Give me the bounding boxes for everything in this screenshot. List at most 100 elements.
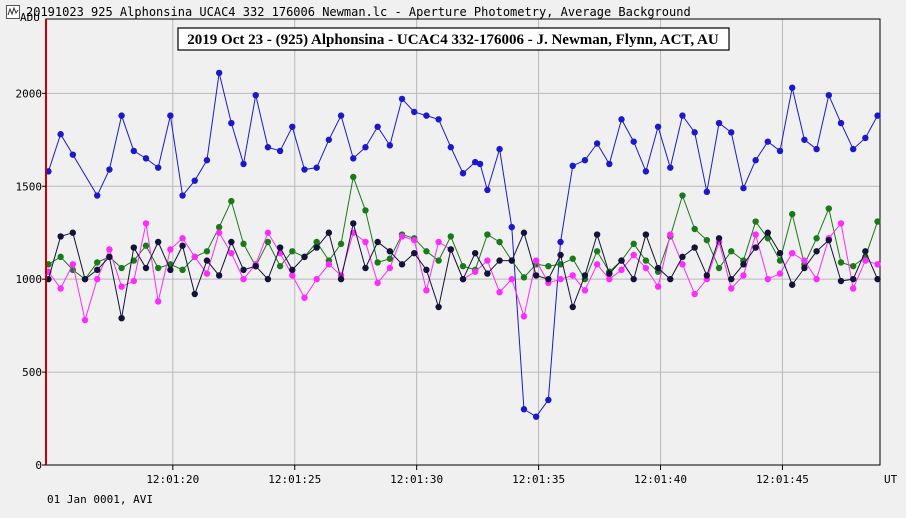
- target-data-point: [752, 157, 759, 164]
- comp2-data-point: [642, 264, 650, 272]
- comp1-data-point: [874, 218, 881, 225]
- comp3-data-point: [862, 248, 869, 255]
- comp1-data-point: [289, 248, 296, 255]
- target-data-point: [508, 223, 515, 231]
- comp3-data-point: [691, 244, 698, 251]
- x-axis-label: UT: [884, 473, 898, 486]
- comp2-data-point: [435, 238, 442, 246]
- comp2-data-point: [520, 313, 528, 320]
- target-data-point: [289, 123, 296, 130]
- comp3-data-point: [337, 275, 345, 283]
- comp3-data-point: [374, 238, 381, 246]
- comp2-data-point: [69, 261, 77, 268]
- comp2-data-point: [691, 290, 698, 298]
- comp3-data-point: [837, 277, 845, 285]
- comp2-data-point: [813, 275, 820, 283]
- target-data-point: [581, 157, 589, 164]
- comp3-data-point: [849, 275, 857, 283]
- x-tick-label: 12:01:30: [390, 473, 443, 486]
- target-data-point: [801, 136, 808, 143]
- chart-title: 2019 Oct 23 - (925) Alphonsina - UCAC4 3…: [187, 32, 719, 48]
- target-data-point: [203, 157, 211, 164]
- comp3-data-point: [289, 266, 296, 274]
- target-data-point: [423, 112, 430, 119]
- target-data-point: [191, 177, 198, 184]
- target-data-point: [179, 192, 186, 199]
- comp3-data-point: [57, 233, 64, 240]
- comp1-data-point: [240, 240, 247, 248]
- comp2-data-point: [106, 246, 113, 253]
- comp3-data-point: [825, 236, 832, 244]
- comp2-data-point: [362, 238, 369, 246]
- axes: 0 500 1000 1500 2000 12:01:20 12:01:25 12:01:30…: [16, 87, 809, 486]
- comp2-data-point: [57, 285, 64, 292]
- comp2-data-point: [167, 246, 174, 253]
- comp3-data-point: [532, 272, 540, 279]
- comp1-data-point: [752, 218, 759, 225]
- x-tick-label: 12:01:20: [146, 473, 199, 486]
- target-data-point: [106, 166, 113, 173]
- comp2-data-point: [593, 261, 601, 268]
- target-data-point: [630, 138, 637, 145]
- comp3-data-point: [325, 229, 333, 236]
- target-data-point: [813, 145, 820, 153]
- comp3-data-point: [81, 275, 89, 283]
- target-data-point: [703, 188, 711, 196]
- comp3-data-point: [398, 261, 406, 268]
- comp2-data-point: [398, 233, 406, 240]
- target-data-point: [435, 116, 442, 123]
- comp1-data-point: [642, 257, 650, 264]
- comp3-data-point: [459, 275, 467, 283]
- comp2-data-point: [532, 257, 540, 264]
- comp2-data-point: [228, 249, 235, 257]
- comp1-data-point: [837, 259, 845, 266]
- comp1-data-point: [154, 264, 162, 272]
- target-data-point: [740, 184, 747, 192]
- comp1-data-point: [545, 262, 552, 270]
- comp2-data-point: [240, 275, 247, 283]
- comp1-data-point: [203, 248, 211, 255]
- comp3-data-point: [813, 248, 820, 255]
- comp3-data-point: [154, 238, 162, 246]
- comp2-data-point: [667, 231, 674, 238]
- comp3-data-point: [545, 275, 552, 283]
- comp2-data-point: [118, 283, 125, 290]
- comp1-data-point: [593, 248, 601, 255]
- comp1-data-point: [484, 231, 491, 238]
- window-title: 20191023_925_Alphonsina_UCAC4_332_176006…: [26, 5, 691, 19]
- comp1-data-point: [386, 255, 394, 262]
- comp3-data-point: [715, 235, 723, 242]
- comp2-data-point: [740, 272, 747, 279]
- comp3-data-point: [508, 257, 515, 264]
- comp2-data-point: [569, 272, 576, 279]
- comp1-data-point: [94, 259, 101, 266]
- target-data-point: [313, 164, 320, 171]
- target-data-point: [142, 155, 150, 162]
- comp2-data-point: [484, 257, 491, 264]
- comp2-data-point: [581, 287, 589, 294]
- comp3-data-point: [203, 257, 211, 264]
- target-data-point: [459, 170, 467, 177]
- comp2-data-point: [654, 283, 662, 290]
- comp1-data-point: [679, 192, 686, 199]
- comp1-data-point: [228, 197, 235, 205]
- comp3-data-point: [496, 257, 503, 264]
- comp3-data-point: [276, 244, 284, 251]
- comp2-data-point: [313, 275, 320, 283]
- y-axis-label: ADU: [20, 11, 40, 24]
- comp3-data-point: [94, 266, 101, 274]
- comp1-data-point: [459, 262, 467, 270]
- target-data-point: [569, 162, 576, 170]
- target-data-point: [264, 144, 272, 151]
- lightcurve-icon: [6, 5, 20, 19]
- comp1-data-point: [374, 259, 381, 266]
- comp1-data-point: [715, 264, 723, 272]
- comp2-data-point: [508, 275, 515, 283]
- target-data-point: [862, 134, 869, 142]
- target-data-point: [715, 119, 723, 127]
- comp3-data-point: [630, 275, 637, 283]
- target-data-point: [325, 136, 333, 143]
- comp2-data-point: [325, 261, 333, 268]
- target-data-point: [118, 112, 125, 119]
